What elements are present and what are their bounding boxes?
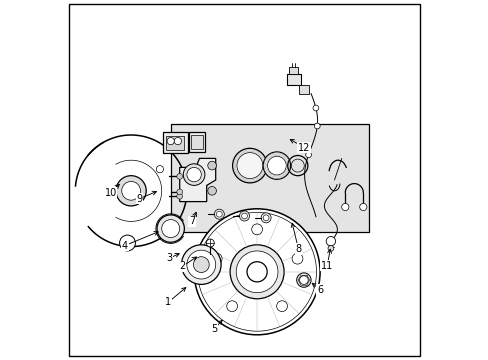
Text: 11: 11 (321, 261, 333, 271)
Circle shape (167, 138, 174, 145)
Circle shape (251, 224, 262, 235)
Bar (170, 124, 368, 232)
Circle shape (263, 215, 268, 221)
Bar (163, 132, 187, 153)
Circle shape (239, 211, 249, 221)
Circle shape (305, 152, 311, 158)
Circle shape (156, 166, 163, 173)
Circle shape (314, 123, 320, 129)
Circle shape (276, 301, 287, 311)
Circle shape (341, 203, 348, 211)
Circle shape (232, 148, 266, 183)
Circle shape (246, 262, 266, 282)
Bar (298, 85, 309, 94)
Circle shape (241, 213, 247, 219)
Text: 7: 7 (189, 216, 195, 226)
Circle shape (207, 161, 216, 170)
Circle shape (186, 250, 215, 279)
Circle shape (263, 152, 290, 179)
Circle shape (177, 189, 182, 195)
Circle shape (296, 273, 310, 287)
Text: 8: 8 (295, 244, 301, 254)
Text: 5: 5 (210, 324, 217, 334)
Circle shape (211, 253, 222, 264)
Circle shape (181, 245, 221, 284)
Circle shape (299, 276, 307, 284)
Circle shape (122, 181, 140, 200)
Circle shape (183, 164, 204, 185)
Circle shape (116, 176, 146, 206)
Circle shape (157, 215, 184, 242)
Text: 4: 4 (122, 240, 128, 251)
Polygon shape (179, 158, 215, 202)
Circle shape (194, 209, 320, 335)
Circle shape (193, 257, 209, 273)
Circle shape (120, 235, 135, 251)
Circle shape (177, 193, 182, 199)
Circle shape (230, 245, 284, 299)
Bar (189, 132, 204, 152)
Circle shape (162, 220, 179, 238)
Text: 6: 6 (316, 285, 323, 295)
Bar (288, 67, 298, 74)
Circle shape (186, 167, 201, 182)
Circle shape (312, 105, 318, 111)
Text: 1: 1 (165, 297, 171, 307)
Circle shape (325, 237, 335, 246)
Text: 10: 10 (104, 188, 117, 198)
Circle shape (226, 301, 237, 311)
Circle shape (291, 253, 302, 264)
Circle shape (216, 211, 222, 217)
Text: 9: 9 (136, 194, 142, 204)
Circle shape (327, 246, 333, 251)
Circle shape (177, 174, 182, 179)
Circle shape (214, 209, 224, 219)
Circle shape (261, 213, 270, 223)
Circle shape (206, 239, 214, 247)
Circle shape (267, 156, 285, 175)
Bar (190, 135, 203, 149)
Bar (286, 74, 301, 85)
Text: 12: 12 (298, 143, 310, 153)
Text: 2: 2 (179, 261, 185, 271)
Circle shape (174, 138, 181, 145)
Circle shape (207, 186, 216, 195)
Circle shape (237, 153, 263, 179)
Circle shape (359, 203, 366, 211)
Text: 3: 3 (165, 253, 172, 264)
Circle shape (236, 251, 277, 293)
Bar (165, 136, 184, 150)
